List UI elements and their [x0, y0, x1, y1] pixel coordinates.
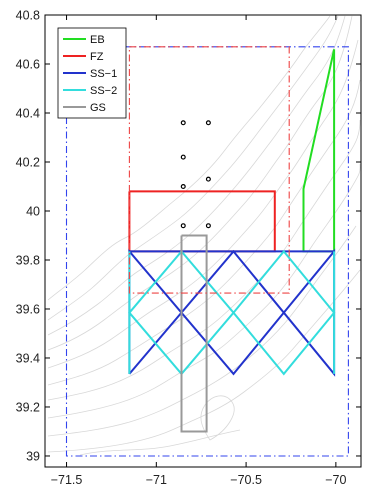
- x-tick-label: −70.5: [230, 473, 262, 487]
- station-marker: [205, 223, 211, 229]
- station-marker: [180, 154, 186, 160]
- series-layer: [65, 46, 349, 457]
- legend-label: FZ: [90, 51, 104, 63]
- y-axis: 39 39.2 39.4 39.6 39.8 40 40.2 40.4 40.6 40.8: [16, 9, 361, 463]
- series-line-gs-0: [180, 234, 208, 433]
- y-tick-label: 40.4: [16, 106, 40, 120]
- y-tick-label: 39: [26, 449, 40, 463]
- bathymetry-contour: [47, 15, 353, 351]
- legend-label: GS: [90, 102, 106, 114]
- y-tick-label: 39.8: [16, 253, 40, 267]
- x-tick-label: −70: [325, 473, 346, 487]
- bathymetry-contour: [47, 15, 331, 301]
- legend-label: SS−2: [90, 85, 117, 97]
- legend: EB FZ SS−1 SS−2 GS: [57, 27, 127, 119]
- bathymetry-contour: [79, 429, 241, 456]
- y-tick-label: 39.4: [16, 351, 40, 365]
- series-line-boundary-6-0: [128, 46, 290, 294]
- y-tick-label: 40.2: [16, 155, 40, 169]
- legend-label: EB: [90, 34, 105, 46]
- x-tick-label: −71.5: [51, 473, 83, 487]
- x-tick-label: −71: [146, 473, 167, 487]
- y-tick-label: 40.8: [16, 9, 40, 23]
- bathymetry-contour: [47, 15, 339, 321]
- bathymetry-contours: [47, 15, 361, 456]
- y-tick-label: 39.6: [16, 302, 40, 316]
- marker-layer: [180, 120, 211, 229]
- bathymetry-contour: [47, 79, 361, 386]
- station-marker: [205, 176, 211, 182]
- y-tick-label: 40.6: [16, 57, 40, 71]
- y-tick-label: 39.2: [16, 400, 40, 414]
- station-marker: [180, 120, 186, 126]
- bathymetry-contour: [47, 269, 361, 453]
- y-tick-label: 40: [26, 204, 40, 218]
- bathymetry-contour: [47, 39, 359, 369]
- bathymetry-contour: [47, 119, 361, 401]
- station-marker: [205, 120, 211, 126]
- bathymetry-contour: [200, 395, 235, 441]
- station-marker: [180, 223, 186, 229]
- station-marker: [180, 183, 186, 189]
- bathymetry-contour: [47, 15, 346, 336]
- x-axis: −71.5 −71 −70.5 −70: [51, 15, 347, 487]
- bathymetry-contour: [47, 225, 357, 437]
- bathymetry-contour: [47, 163, 361, 419]
- legend-label: SS−1: [90, 68, 117, 80]
